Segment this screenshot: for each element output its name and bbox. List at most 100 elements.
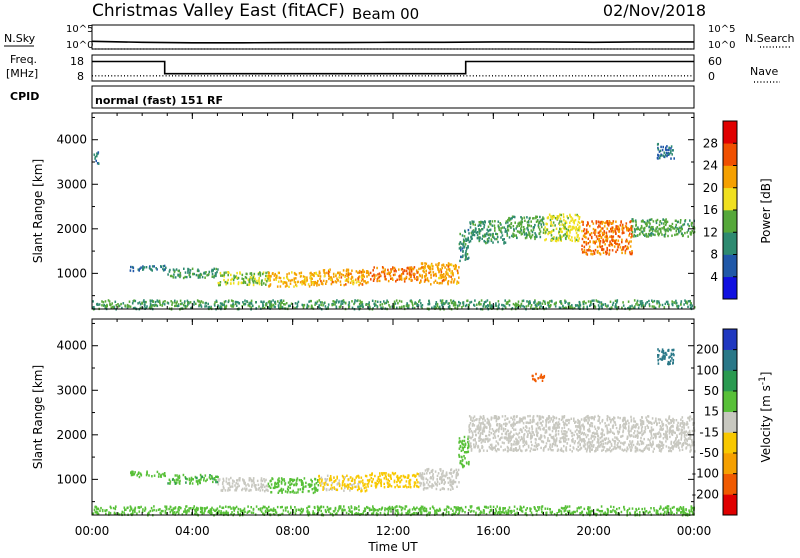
data-cell <box>448 488 450 490</box>
data-cell <box>537 415 539 417</box>
data-cell <box>633 432 635 434</box>
data-cell <box>390 278 392 280</box>
data-cell <box>334 301 336 303</box>
data-cell <box>480 224 482 226</box>
data-cell <box>450 276 452 278</box>
data-cell <box>198 276 200 278</box>
data-cell <box>689 430 691 432</box>
data-cell <box>318 275 320 277</box>
data-cell <box>509 300 511 302</box>
data-cell <box>467 300 469 302</box>
data-cell <box>401 300 403 302</box>
data-cell <box>372 300 374 302</box>
data-cell <box>596 430 598 432</box>
data-cell <box>637 234 639 236</box>
data-cell <box>447 273 449 275</box>
data-cell <box>427 479 429 481</box>
data-cell <box>218 483 220 485</box>
data-cell <box>616 437 618 439</box>
data-cell <box>522 305 524 307</box>
data-cell <box>440 476 442 478</box>
data-cell <box>549 305 551 307</box>
data-cell <box>543 232 545 234</box>
data-cell <box>474 430 476 432</box>
data-cell <box>358 481 360 483</box>
data-cell <box>328 303 330 305</box>
data-cell <box>614 436 616 438</box>
data-cell <box>542 420 544 422</box>
data-cell <box>304 477 306 479</box>
data-cell <box>581 418 583 420</box>
data-cell <box>547 304 549 306</box>
data-cell <box>671 300 673 302</box>
data-cell <box>622 232 624 234</box>
data-cell <box>608 438 610 440</box>
data-cell <box>503 442 505 444</box>
data-cell <box>640 437 642 439</box>
data-cell <box>132 472 134 474</box>
data-cell <box>487 418 489 420</box>
data-cell <box>666 434 668 436</box>
data-cell <box>527 229 529 231</box>
data-cell <box>593 228 595 230</box>
data-cell <box>583 428 585 430</box>
data-cell <box>285 490 287 492</box>
data-cell <box>639 233 641 235</box>
data-cell <box>522 418 524 420</box>
data-cell <box>680 419 682 421</box>
data-cell <box>511 423 513 425</box>
data-cell <box>576 448 578 450</box>
data-cell <box>270 283 272 285</box>
data-cell <box>346 278 348 280</box>
data-cell <box>666 445 668 447</box>
data-cell <box>141 302 143 304</box>
data-cell <box>569 222 571 224</box>
data-cell <box>457 272 459 274</box>
data-cell <box>200 304 202 306</box>
data-cell <box>357 489 359 491</box>
data-cell <box>160 304 162 306</box>
data-cell <box>289 480 291 482</box>
data-cell <box>606 418 608 420</box>
data-cell <box>571 236 573 238</box>
data-cell <box>591 441 593 443</box>
data-cell <box>526 300 528 302</box>
data-cell <box>337 279 339 281</box>
data-cell <box>598 221 600 223</box>
data-cell <box>478 437 480 439</box>
data-cell <box>341 273 343 275</box>
data-cell <box>274 487 276 489</box>
data-cell <box>644 235 646 237</box>
data-cell <box>374 303 376 305</box>
data-cell <box>443 264 445 266</box>
data-cell <box>350 487 352 489</box>
data-cell <box>483 449 485 451</box>
data-cell <box>433 477 435 479</box>
data-cell <box>448 265 450 267</box>
data-cell <box>225 489 227 491</box>
data-cell <box>186 305 188 307</box>
data-cell <box>258 280 260 282</box>
data-cell <box>473 439 475 441</box>
data-cell <box>485 242 487 244</box>
data-cell <box>225 306 227 308</box>
data-cell <box>591 435 593 437</box>
data-cell <box>368 482 370 484</box>
data-cell <box>209 474 211 476</box>
data-cell <box>571 432 573 434</box>
data-cell <box>655 220 657 222</box>
data-cell <box>447 477 449 479</box>
power-colorbar-segment <box>723 210 737 233</box>
data-cell <box>657 157 659 159</box>
data-cell <box>511 235 513 237</box>
data-cell <box>464 235 466 237</box>
data-cell <box>431 264 433 266</box>
data-cell <box>639 449 641 451</box>
data-cell <box>302 482 304 484</box>
data-cell <box>599 437 601 439</box>
data-cell <box>172 301 174 303</box>
data-cell <box>384 273 386 275</box>
data-cell <box>248 280 250 282</box>
data-cell <box>670 225 672 227</box>
data-cell <box>155 267 157 269</box>
